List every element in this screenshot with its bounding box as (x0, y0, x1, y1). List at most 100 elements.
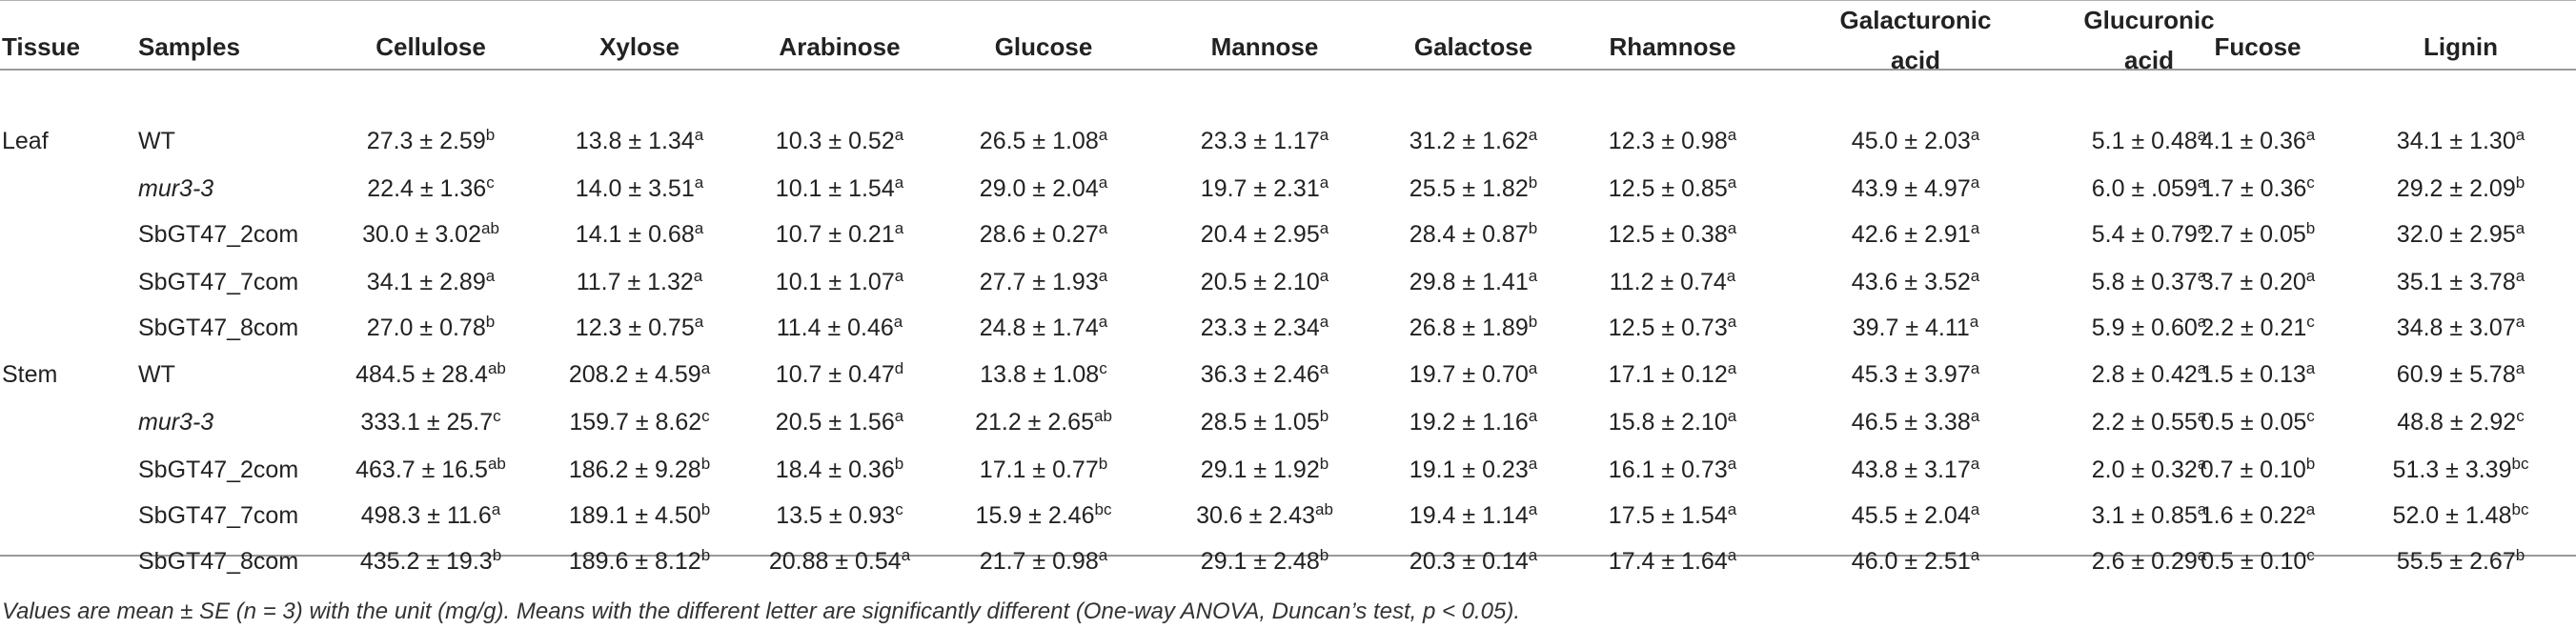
value-text: 17.1 ± 0.12 (1608, 361, 1728, 388)
value-text: 28.4 ± 0.87 (1409, 221, 1529, 248)
value-text: 3.7 ± 0.20 (2200, 269, 2306, 295)
value-text: 27.3 ± 2.59 (366, 128, 486, 154)
sample-name: SbGT47_2com (138, 221, 299, 248)
value-text: 34.8 ± 3.07 (2396, 314, 2516, 341)
significance-letter: a (694, 173, 704, 192)
significance-letter: b (2515, 546, 2525, 564)
value-cell: 42.6 ± 2.91a (1801, 220, 2030, 249)
significance-letter: b (2305, 455, 2316, 473)
value-cell: 484.5 ± 28.4ab (316, 360, 545, 389)
value-cell: 14.0 ± 3.51a (525, 174, 754, 203)
column-header-6: Mannose (1210, 32, 1319, 61)
value-cell: 31.2 ± 1.62a (1359, 127, 1588, 155)
value-text: 5.1 ± 0.48 (2091, 128, 2198, 154)
significance-letter: a (2515, 313, 2525, 331)
value-cell: 189.6 ± 8.12b (525, 547, 754, 576)
significance-letter: a (2197, 359, 2207, 377)
value-cell: 55.5 ± 2.67b (2346, 547, 2575, 576)
significance-letter: c (486, 173, 495, 192)
column-header-5: Glucose (994, 32, 1093, 61)
value-cell: 17.5 ± 1.54a (1558, 501, 1787, 530)
value-text: 27.0 ± 0.78 (366, 314, 486, 341)
significance-letter: a (1528, 126, 1538, 144)
value-text: 11.7 ± 1.32 (576, 269, 694, 295)
significance-letter: ab (1094, 407, 1112, 425)
value-cell: 0.5 ± 0.10c (2143, 547, 2372, 576)
tissue-label: Leaf (2, 128, 49, 154)
column-header-2: Cellulose (375, 32, 486, 61)
significance-letter: a (1319, 267, 1329, 285)
significance-letter: a (2305, 267, 2316, 285)
value-text: 16.1 ± 0.73 (1608, 457, 1728, 483)
significance-letter: c (2306, 407, 2315, 425)
value-cell: 48.8 ± 2.92c (2346, 408, 2575, 436)
significance-letter: a (1970, 500, 1980, 518)
value-cell: 20.5 ± 2.10a (1150, 268, 1379, 296)
sample-name: SbGT47_2com (138, 457, 299, 483)
significance-letter: ab (1315, 500, 1333, 518)
value-cell: 19.4 ± 1.14a (1359, 501, 1588, 530)
significance-letter: a (1098, 267, 1108, 285)
significance-letter: a (2197, 546, 2207, 564)
value-cell: 46.5 ± 3.38a (1801, 408, 2030, 436)
value-cell: 21.2 ± 2.65ab (929, 408, 1158, 436)
value-cell: 30.6 ± 2.43ab (1150, 501, 1379, 530)
value-cell: 46.0 ± 2.51a (1801, 547, 2030, 576)
value-text: 10.7 ± 0.21 (775, 221, 895, 248)
significance-letter: a (1727, 359, 1737, 377)
value-cell: 19.7 ± 0.70a (1359, 360, 1588, 389)
value-cell: 29.1 ± 1.92b (1150, 456, 1379, 484)
value-cell: 10.1 ± 1.07a (725, 268, 954, 296)
column-header-1: Samples (138, 32, 240, 61)
value-text: 45.3 ± 3.97 (1851, 361, 1971, 388)
significance-letter: a (2305, 359, 2316, 377)
value-cell: 0.7 ± 0.10b (2143, 456, 2372, 484)
value-text: 1.7 ± 0.36 (2201, 175, 2307, 202)
value-cell: 60.9 ± 5.78a (2346, 360, 2575, 389)
significance-letter: a (894, 173, 904, 192)
significance-letter: b (1528, 219, 1538, 237)
value-cell: 186.2 ± 9.28b (525, 456, 754, 484)
significance-letter: a (1727, 173, 1737, 192)
significance-letter: b (2305, 219, 2316, 237)
value-cell: 10.3 ± 0.52a (725, 127, 954, 155)
significance-letter: a (1528, 455, 1538, 473)
significance-letter: a (894, 267, 904, 285)
value-text: 45.5 ± 2.04 (1851, 502, 1971, 529)
significance-letter: a (1098, 219, 1108, 237)
value-cell: 43.6 ± 3.52a (1801, 268, 2030, 296)
value-text: 10.1 ± 1.54 (775, 175, 895, 202)
value-text: 29.8 ± 1.41 (1409, 269, 1529, 295)
value-cell: 23.3 ± 2.34a (1150, 314, 1379, 342)
value-text: 25.5 ± 1.82 (1409, 175, 1529, 202)
value-text: 36.3 ± 2.46 (1200, 361, 1320, 388)
value-cell: 12.5 ± 0.85a (1558, 174, 1787, 203)
significance-letter: c (895, 500, 903, 518)
value-cell: 21.7 ± 0.98a (929, 547, 1158, 576)
value-text: 0.5 ± 0.10 (2201, 548, 2307, 575)
value-text: 11.4 ± 0.46 (776, 314, 894, 341)
value-cell: 32.0 ± 2.95a (2346, 220, 2575, 249)
value-cell: 11.2 ± 0.74a (1558, 268, 1787, 296)
significance-letter: b (700, 500, 711, 518)
significance-letter: c (493, 407, 501, 425)
value-cell: 52.0 ± 1.48bc (2346, 501, 2575, 530)
value-text: 19.4 ± 1.14 (1409, 502, 1529, 529)
significance-letter: b (1319, 407, 1329, 425)
value-text: 208.2 ± 4.59 (568, 361, 701, 388)
value-text: 484.5 ± 28.4 (355, 361, 488, 388)
value-text: 20.5 ± 2.10 (1200, 269, 1320, 295)
significance-letter: a (1970, 359, 1980, 377)
value-text: 13.8 ± 1.34 (575, 128, 695, 154)
column-header-9: Galacturonic acid (1839, 6, 1992, 74)
sample-name: SbGT47_7com (138, 502, 299, 529)
significance-letter: c (1099, 359, 1107, 377)
value-cell: 3.7 ± 0.20a (2143, 268, 2372, 296)
value-cell: 5.9 ± 0.60a (2035, 314, 2263, 342)
significance-letter: a (1970, 546, 1980, 564)
value-text: 24.8 ± 1.74 (979, 314, 1099, 341)
value-text: 2.6 ± 0.29 (2091, 548, 2198, 575)
value-text: 23.3 ± 1.17 (1200, 128, 1320, 154)
significance-letter: b (1528, 173, 1538, 192)
value-text: 20.5 ± 1.56 (775, 409, 895, 436)
